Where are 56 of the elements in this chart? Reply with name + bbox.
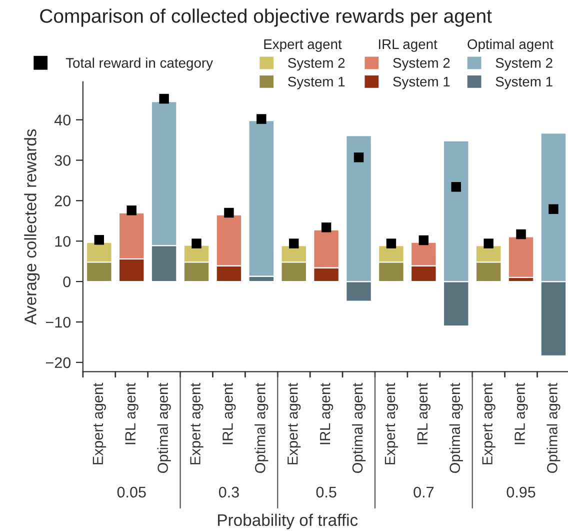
x-tick-label: Expert agent [92,382,106,464]
legend-label: System 2 [496,58,552,71]
text: 0.7 [414,486,434,498]
x-tick-label: IRL agent [125,382,138,444]
text: 0.05 [117,486,146,498]
point [386,238,396,248]
bar [508,236,534,278]
x-tick-label: IRL agent [514,382,528,444]
category-label: Optimal agent [468,38,554,52]
y-tick-label: 0 [63,276,71,288]
point [548,204,558,214]
x-tick-label: IRL agent [320,382,334,444]
point [484,238,494,248]
x-tick-label: Expert agent [190,382,204,464]
y-tick-label: 40 [54,114,71,126]
y-tick-label: 30 [54,155,71,166]
legend-label: System 1 [496,76,552,90]
x-tick-label: Optimal agent [157,382,171,473]
x-tick-label: Optimal agent [254,382,268,473]
x-tick-label: IRL agent [417,382,430,444]
point [321,222,332,232]
legend-label: System 2 [288,58,345,71]
text: 0.3 [218,486,239,498]
y-tick-label: 20 [54,196,71,206]
point [516,229,526,240]
x-tick-label: Optimal agent [546,382,560,473]
y-tick-label: −10 [46,316,71,328]
point [418,235,429,246]
category-label: Expert agent [264,39,342,52]
x-axis-title: Probability of traffic [218,514,358,530]
x-tick-label: Expert agent [288,382,301,464]
text: 0.95 [506,486,536,498]
point [192,238,202,248]
point [94,235,104,245]
category-label: IRL agent [378,39,438,52]
x-tick-label: IRL agent [222,382,236,444]
point [256,114,266,124]
point [159,94,169,104]
legend-label: System 1 [393,76,450,90]
point [289,238,299,248]
x-tick-label: Expert agent [384,382,398,464]
point [224,208,234,218]
y-axis-title: Average collected rewards [24,129,40,325]
text: 0.5 [316,486,336,498]
point [126,206,136,216]
y-tick-label: −20 [46,357,71,368]
x-tick-label: Optimal agent [449,382,463,473]
chart-title: Comparison of collected objective rewards per agent [40,8,492,27]
legend-label: System 1 [288,76,345,90]
point [451,182,461,192]
legend-label: Total reward in category [66,58,214,71]
x-tick-label: Expert agent [482,382,496,464]
y-tick-label: 10 [55,236,71,247]
point [354,152,364,162]
legend-label: System 2 [393,58,450,71]
x-tick-label: Optimal agent [352,382,366,473]
